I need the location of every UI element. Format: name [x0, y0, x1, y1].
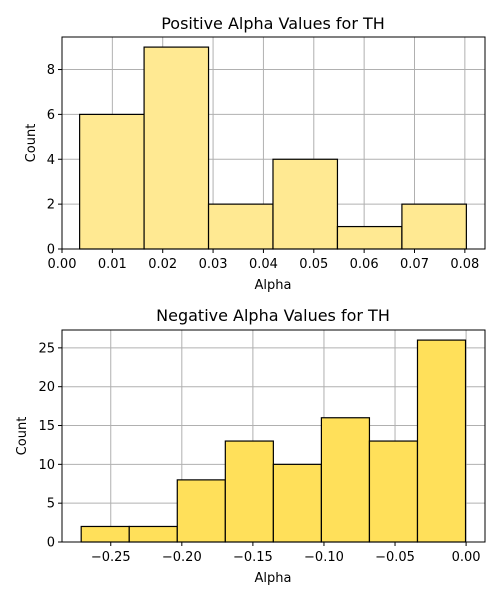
y-axis-ticks: 0 2 4 6 8 [47, 63, 62, 258]
y-tick-label: 4 [47, 153, 55, 168]
histogram-bar [207, 203, 274, 250]
x-tick-label: 0.01 [98, 257, 127, 272]
histogram-bar [320, 417, 371, 543]
histogram-bar [416, 339, 467, 543]
x-axis-ticks: −0.25 −0.20 −0.15 −0.10 −0.05 0.00 [91, 542, 481, 565]
histogram-bar [336, 225, 403, 250]
y-axis-label: Count [15, 417, 30, 456]
y-tick-label: 10 [38, 458, 55, 473]
y-tick-label: 8 [47, 63, 55, 78]
histogram-bar [272, 158, 339, 250]
histogram-bar [401, 203, 467, 250]
x-tick-label: −0.20 [162, 550, 202, 565]
x-tick-label: −0.15 [233, 550, 273, 565]
histogram-bar [79, 113, 145, 250]
x-tick-label: 0.04 [249, 257, 278, 272]
y-tick-label: 5 [47, 497, 55, 512]
x-tick-label: −0.10 [304, 550, 344, 565]
x-tick-label: 0.08 [450, 257, 479, 272]
chart-negative-alpha: Negative Alpha Values for TH −0.25 −0.20−… [15, 306, 486, 586]
y-axis-ticks: 0 5 10 15 20 25 [38, 341, 62, 551]
chart-title: Negative Alpha Values for TH [156, 306, 390, 325]
x-axis-ticks: 0.00 0.01 0.02 0.03 0.04 0.05 0.06 0.07 0.08 [48, 249, 479, 272]
x-tick-label: 0.02 [148, 257, 177, 272]
histogram-bar [272, 463, 323, 543]
x-axis-label: Alpha [255, 571, 292, 586]
y-tick-label: 0 [47, 536, 55, 551]
x-tick-label: −0.25 [91, 550, 131, 565]
histogram-bars [80, 339, 467, 543]
histogram-bar [143, 46, 210, 250]
x-tick-label: 0.03 [199, 257, 228, 272]
x-tick-label: 0.07 [400, 257, 429, 272]
x-tick-label: 0.00 [48, 257, 77, 272]
y-tick-label: 25 [38, 341, 55, 356]
y-tick-label: 6 [47, 108, 55, 123]
plot-frame [61, 36, 486, 250]
x-axis-label: Alpha [255, 278, 292, 293]
histogram-bar [368, 440, 419, 543]
histogram-bar [176, 479, 226, 543]
y-tick-label: 0 [47, 243, 55, 258]
chart-positive-alpha: Positive Alpha Values for TH 0.00 0.01 0.0… [24, 14, 486, 293]
y-tick-label: 20 [38, 380, 55, 395]
histogram-bar [128, 525, 178, 543]
y-tick-label: 15 [38, 419, 55, 434]
x-tick-label: 0.00 [452, 550, 481, 565]
plot-frame [61, 329, 486, 543]
x-tick-label: 0.06 [350, 257, 379, 272]
y-axis-label: Count [24, 124, 39, 163]
x-tick-label: 0.05 [299, 257, 328, 272]
chart-title: Positive Alpha Values for TH [161, 14, 385, 33]
histogram-bar [80, 525, 130, 543]
x-tick-label: −0.05 [375, 550, 415, 565]
y-tick-label: 2 [47, 198, 55, 213]
histogram-bar [224, 440, 274, 543]
